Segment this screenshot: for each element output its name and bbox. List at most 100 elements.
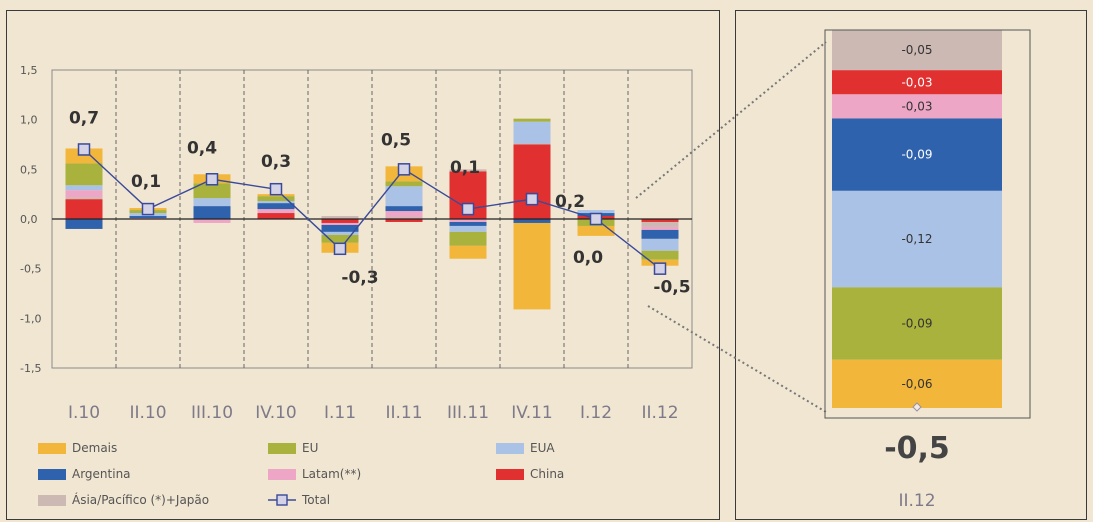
bar-segment: [257, 201, 295, 204]
bar-segment: [513, 219, 551, 223]
bar-segment: [193, 219, 231, 223]
bar-segment: [385, 211, 423, 218]
legend-swatch: [38, 443, 66, 454]
y-tick-label: 0,5: [20, 163, 38, 176]
legend-swatch: [38, 495, 66, 506]
bar-segment: [65, 197, 103, 200]
detail-stacked-bar: -0,05 -0,03 -0,03 -0,09 -0,12 -0,09 -0,06 -0,5 I…: [824, 29, 1031, 511]
bar-segment: [513, 121, 551, 144]
legend-swatch: [496, 443, 524, 454]
x-tick-label: III.10: [191, 403, 233, 423]
total-data-label: 0,0: [573, 248, 603, 268]
bar-segment: [193, 183, 231, 199]
bar-segment: [449, 219, 487, 222]
total-point-marker: [141, 202, 155, 216]
bar-segment: [641, 229, 679, 239]
bar-segment: [257, 213, 295, 219]
bar-segment: [193, 198, 231, 207]
bar-segment: [449, 221, 487, 226]
detail-segment-label: -0,09: [901, 148, 932, 162]
total-point-marker: [205, 173, 219, 186]
detail-bar-segment: [832, 287, 1002, 360]
detail-segment-label: -0,05: [901, 43, 932, 57]
detail-bar-segment: [832, 30, 1002, 71]
total-data-label: 0,3: [261, 152, 291, 172]
x-tick-label: I.10: [68, 403, 100, 423]
detail-segment-label: -0,03: [901, 75, 932, 89]
detail-bar-segment: [832, 190, 1002, 288]
total-line-series: [77, 143, 667, 275]
bar-segment: [65, 185, 103, 191]
y-tick-label: 1,5: [20, 64, 38, 77]
main-chart-panel: [6, 10, 720, 520]
detail-plot-frame: [824, 29, 1031, 419]
legend-marker-swatch: [276, 494, 288, 506]
x-tick-label: I.11: [324, 403, 356, 423]
detail-chart-panel: [735, 10, 1087, 520]
y-tick-label: -1,0: [20, 312, 41, 325]
total-point-marker: [525, 192, 539, 206]
bar-segment: [321, 224, 359, 232]
legend-label: Demais: [72, 441, 117, 455]
bar-segment: [321, 219, 359, 223]
bar-segment: [193, 206, 231, 219]
bar-segment: [577, 210, 615, 214]
zoom-connector-lines: [635, 41, 827, 413]
bar-segment: [449, 169, 487, 172]
bar-segment: [321, 222, 359, 225]
total-point-marker: [653, 262, 667, 275]
legend-swatch: [496, 469, 524, 480]
bar-segment: [385, 181, 423, 187]
bar-segment: [449, 245, 487, 259]
x-tick-label: IV.11: [511, 403, 553, 423]
x-tick-label: III.11: [447, 403, 489, 423]
detail-bar-segment: [832, 94, 1002, 119]
x-tick-label: II.11: [385, 403, 422, 423]
total-point-marker: [461, 202, 475, 216]
bar-segment: [513, 222, 551, 310]
detail-total-marker: [912, 402, 922, 412]
total-data-label: 0,1: [450, 158, 480, 178]
detail-bar-segment: [832, 70, 1002, 95]
y-tick-label: -0,5: [20, 263, 41, 276]
detail-total-label: -0,5: [884, 431, 950, 466]
total-data-labels: 0,7 0,1 0,4 0,3 -0,3 0,5 0,1 0,2 0,0 -0,5: [69, 108, 691, 297]
detail-bar-segment: [832, 118, 1002, 191]
bar-segment: [513, 143, 551, 145]
detail-segment-label: -0,12: [901, 232, 932, 246]
total-point-marker: [589, 212, 603, 226]
bar-segment: [641, 250, 679, 260]
x-tick-label: II.12: [641, 403, 678, 423]
bar-segment: [449, 231, 487, 246]
bar-segment: [129, 216, 167, 219]
legend-label: Total: [301, 493, 330, 507]
bar-segment: [385, 219, 423, 222]
bar-segment: [641, 219, 679, 222]
y-tick-label: 1,0: [20, 114, 38, 127]
legend-label: EUA: [530, 441, 555, 455]
bar-segment: [385, 186, 423, 207]
bar-segment: [321, 234, 359, 243]
x-tick-label: I.12: [580, 403, 612, 423]
detail-category-label: II.12: [898, 491, 935, 511]
bar-segment: [257, 209, 295, 214]
bar-segment: [65, 219, 103, 229]
y-tick-label: -1,5: [20, 362, 41, 375]
detail-bar-segment: [832, 359, 1002, 408]
bar-segment: [321, 231, 359, 235]
bar-segment: [641, 226, 679, 230]
x-axis-tick-labels: I.10 II.10 III.10 IV.10 I.11 II.11 III.11 IV.11…: [68, 403, 679, 423]
connector-line-top: [635, 41, 827, 199]
total-point-marker: [269, 182, 283, 196]
bar-segment: [577, 225, 615, 236]
bar-segment: [513, 144, 551, 219]
bar-segment: [257, 203, 295, 210]
legend-label: EU: [302, 441, 318, 455]
legend: Demais EU EUA Argentina Latam(**) China Ásia/P…: [38, 441, 564, 507]
total-data-label: 0,1: [131, 172, 161, 192]
total-data-label: 0,7: [69, 108, 99, 128]
detail-segment-label: -0,09: [901, 317, 932, 331]
total-data-label: 0,2: [555, 192, 585, 212]
legend-label: China: [530, 467, 564, 481]
